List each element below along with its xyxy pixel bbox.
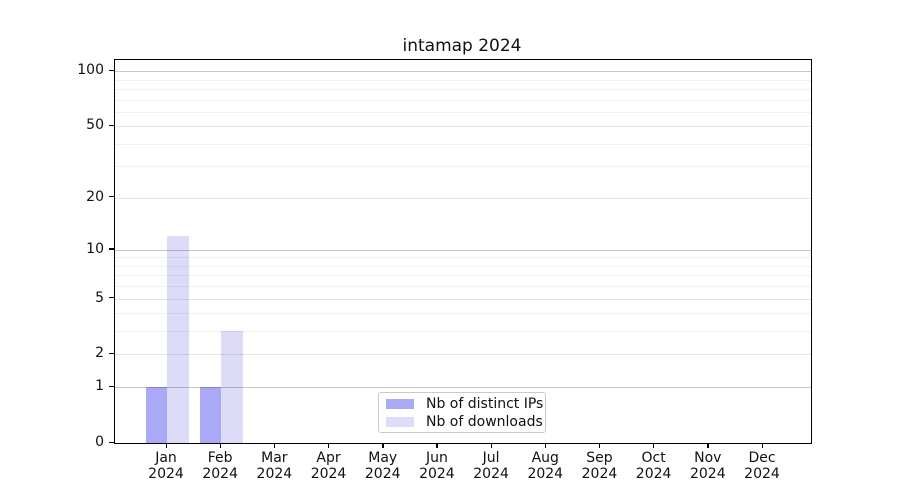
x-tick-label: Jul 2024 [473, 450, 509, 482]
legend-label-distinct-ips: Nb of distinct IPs [426, 395, 544, 412]
gridline [115, 99, 811, 101]
y-axis-tick [109, 124, 114, 126]
legend-label-downloads: Nb of downloads [426, 413, 543, 430]
x-tick-label: Jun 2024 [419, 450, 455, 482]
gridline [115, 354, 811, 356]
gridline [115, 249, 811, 251]
x-axis-tick [653, 443, 655, 448]
gridline [115, 126, 811, 128]
x-tick-label: Mar 2024 [256, 450, 293, 482]
bar-distinct-ips [199, 387, 222, 443]
x-axis-tick [165, 443, 167, 448]
x-axis-tick [382, 443, 384, 448]
x-tick-label: Apr 2024 [310, 450, 347, 482]
gridline [115, 275, 811, 277]
gridline [115, 286, 811, 288]
x-tick-label: Jan 2024 [148, 450, 184, 482]
y-tick-label: 0 [95, 434, 104, 450]
x-axis-tick [436, 443, 438, 448]
gridline [115, 313, 811, 315]
x-tick-label: Feb 2024 [202, 450, 238, 482]
x-axis-tick [328, 443, 330, 448]
x-axis-tick [219, 443, 221, 448]
gridline [115, 71, 811, 73]
y-tick-label: 1 [95, 378, 104, 395]
legend-swatch-downloads [386, 416, 414, 427]
legend-swatch-distinct-ips [386, 398, 414, 409]
gridline [115, 298, 811, 300]
bar-distinct-ips [145, 387, 167, 443]
gridline [115, 111, 811, 113]
x-axis-tick [761, 443, 763, 448]
gridline [115, 197, 811, 199]
y-axis-tick [109, 297, 114, 299]
x-axis-tick [544, 443, 547, 448]
y-tick-label: 5 [95, 289, 104, 306]
y-tick-label: 10 [86, 240, 104, 257]
gridline [115, 143, 811, 145]
y-tick-label: 50 [86, 117, 104, 134]
y-axis-tick [109, 352, 114, 355]
legend-row: Nb of distinct IPs [386, 395, 543, 413]
y-tick-label: 2 [95, 345, 104, 362]
legend: Nb of distinct IPs Nb of downloads [378, 392, 546, 433]
x-tick-label: Sep 2024 [581, 450, 618, 482]
gridline [115, 88, 811, 90]
x-axis-tick [707, 443, 709, 448]
chart-title: intamap 2024 [402, 36, 522, 56]
x-tick-label: Nov 2024 [689, 450, 726, 482]
plot-area [114, 59, 812, 444]
x-tick-label: Oct 2024 [635, 450, 672, 482]
y-axis-tick [109, 248, 114, 250]
y-axis-tick [109, 69, 114, 71]
bar-downloads [221, 331, 243, 443]
x-axis-tick [598, 443, 601, 448]
gridline [115, 331, 811, 333]
x-tick-label: May 2024 [364, 450, 401, 482]
gridline [115, 79, 811, 81]
legend-row: Nb of downloads [386, 413, 543, 431]
y-axis-tick [109, 385, 114, 387]
gridline [115, 265, 811, 267]
gridline [115, 387, 811, 389]
y-tick-label: 20 [86, 188, 104, 205]
gridline [115, 166, 811, 168]
gridline [115, 257, 811, 259]
y-tick-label: 100 [77, 62, 104, 79]
x-tick-label: Aug 2024 [527, 450, 564, 482]
x-tick-label: Dec 2024 [744, 450, 780, 482]
x-axis-tick [490, 443, 492, 448]
bar-downloads [167, 236, 189, 443]
y-axis-tick [109, 441, 114, 443]
y-axis-tick [109, 196, 114, 198]
x-axis-tick [273, 443, 276, 448]
